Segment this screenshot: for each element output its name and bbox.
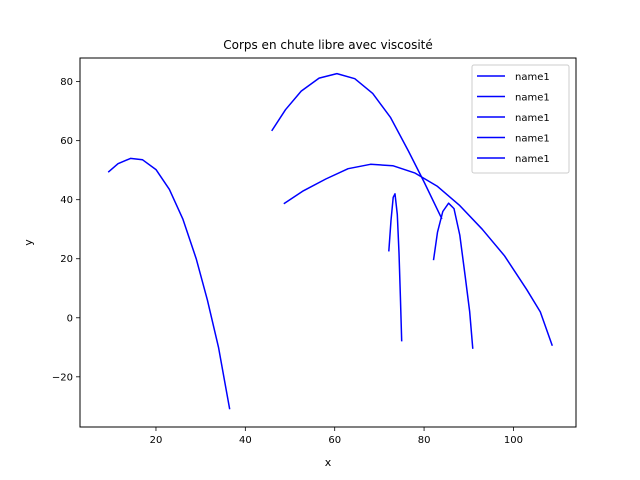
y-tick-label: 20 — [60, 254, 73, 265]
x-tick-label: 40 — [239, 435, 252, 446]
y-tick-label: −20 — [52, 372, 73, 383]
plot-frame — [79, 57, 577, 428]
series-line-5 — [432, 202, 474, 349]
legend-label-3: name1 — [515, 113, 550, 124]
y-tick-label: 60 — [60, 136, 73, 147]
y-tick-label: 0 — [67, 313, 73, 324]
legend-label-5: name1 — [515, 154, 550, 165]
legend-label-1: name1 — [515, 72, 550, 83]
series-line-2 — [271, 72, 443, 220]
x-axis-ticks: 20 40 60 80 100 — [150, 427, 523, 446]
x-tick-label: 100 — [504, 435, 523, 446]
x-tick-label: 20 — [150, 435, 163, 446]
y-axis-ticks: −20 0 20 40 60 80 — [52, 77, 80, 383]
legend-box — [471, 64, 570, 174]
series-line-4 — [388, 193, 403, 342]
series-line-3 — [283, 163, 554, 347]
y-axis-label: y — [22, 239, 35, 246]
plot-area — [107, 72, 554, 410]
x-tick-label: 80 — [418, 435, 431, 446]
x-tick-label: 60 — [328, 435, 341, 446]
legend-label-2: name1 — [515, 93, 550, 104]
legend: name1 name1 name1 name1 name1 — [471, 64, 570, 174]
y-tick-label: 80 — [60, 77, 73, 88]
series-line-1 — [107, 157, 231, 410]
legend-label-4: name1 — [515, 134, 550, 145]
chart-title: Corps en chute libre avec viscosité — [223, 38, 433, 52]
y-tick-label: 40 — [60, 195, 73, 206]
x-axis-label: x — [325, 456, 332, 469]
